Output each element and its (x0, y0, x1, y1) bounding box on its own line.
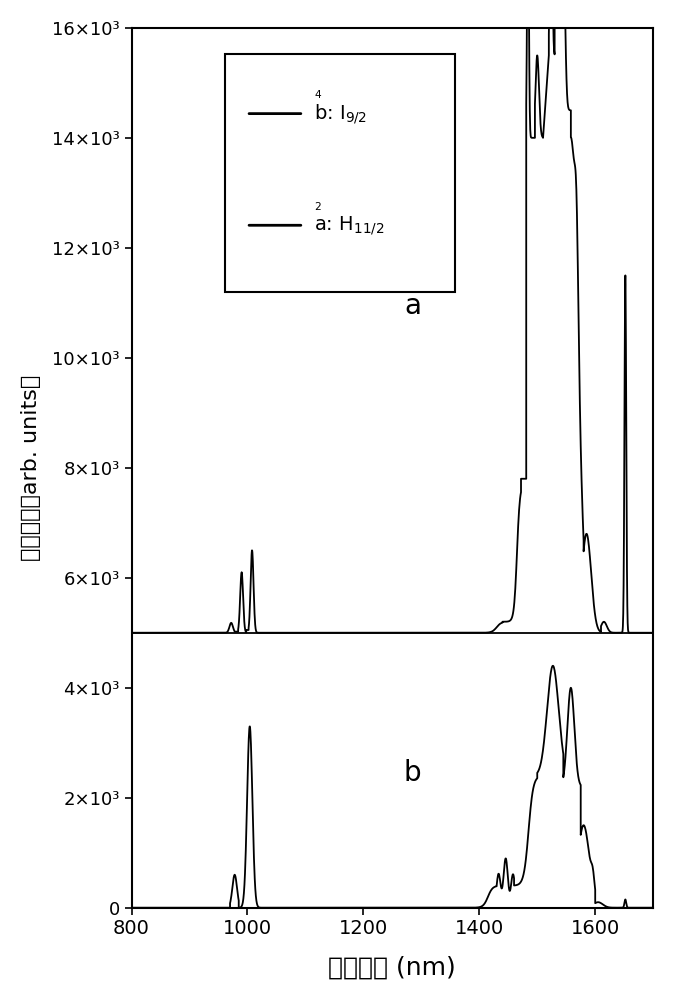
X-axis label: 发光波长 (nm): 发光波长 (nm) (328, 955, 456, 979)
Text: $\mathregular{^4}$: $\mathregular{^4}$ (314, 92, 322, 107)
Text: a: H$_{11/2}$: a: H$_{11/2}$ (314, 214, 384, 237)
Text: b: I$_{9/2}$: b: I$_{9/2}$ (314, 102, 367, 126)
Text: a: a (404, 292, 421, 320)
Text: b: b (404, 759, 421, 787)
Text: $\mathregular{^2}$: $\mathregular{^2}$ (314, 203, 322, 218)
Bar (225, 54, 455, 292)
Y-axis label: 荧光强度（arb. units）: 荧光强度（arb. units） (21, 375, 41, 561)
